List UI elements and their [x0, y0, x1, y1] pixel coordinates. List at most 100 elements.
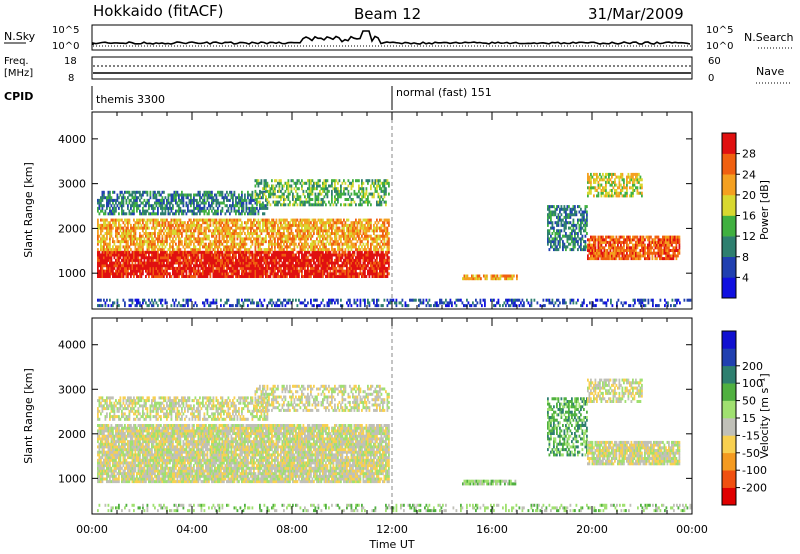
power-cell [229, 218, 231, 222]
power-cell [326, 261, 329, 265]
power-cell [367, 240, 369, 244]
power-cell [97, 201, 99, 205]
power-cell [256, 264, 258, 268]
power-cell [197, 250, 200, 254]
power-cell [352, 264, 354, 268]
power-cell [154, 218, 156, 222]
power-cell [148, 256, 150, 260]
power-cell [224, 272, 227, 276]
power-cell [235, 226, 237, 230]
power-cell [119, 234, 122, 238]
power-cell [239, 248, 242, 252]
power-cell [298, 264, 300, 268]
power-cell [374, 253, 377, 257]
power-cell [353, 272, 356, 276]
power-cell [112, 218, 114, 222]
power-cell [170, 253, 173, 257]
power-cell [169, 212, 171, 216]
power-cell [205, 266, 207, 270]
power-cell [307, 192, 309, 196]
power-cell [131, 209, 134, 213]
power-cell [272, 275, 275, 278]
power-cell [196, 237, 198, 241]
power-cell [347, 272, 350, 276]
power-cell [594, 246, 597, 250]
power-cell [365, 264, 368, 268]
power-cell [251, 275, 254, 278]
power-cell [239, 232, 242, 235]
power-cell [194, 250, 197, 254]
power-cell [173, 234, 176, 238]
power-cell [133, 272, 135, 276]
power-cell [308, 258, 311, 262]
power-cell [331, 195, 333, 199]
power-cell [277, 195, 279, 199]
power-cell [176, 261, 179, 265]
power-cell [248, 226, 251, 230]
power-cell [350, 240, 353, 244]
power-cell [371, 179, 374, 183]
power-cell [367, 237, 369, 241]
power-cell [341, 266, 344, 270]
power-cell [106, 201, 108, 205]
power-cell [286, 237, 288, 241]
power-cell [355, 245, 357, 249]
power-cell [214, 256, 216, 260]
power-cell [212, 266, 215, 270]
power-cell [103, 275, 105, 278]
power-cell [97, 221, 99, 225]
power-cell [379, 184, 381, 188]
power-cell [233, 209, 236, 213]
power-cell [263, 258, 266, 262]
power-cell [365, 266, 368, 270]
power-cell [353, 275, 356, 278]
power-cell [274, 229, 276, 233]
power-cell [182, 266, 185, 270]
power-cell [154, 229, 156, 233]
power-cell [248, 250, 251, 254]
power-cell [332, 232, 335, 235]
power-cell [200, 196, 203, 200]
power-cell [341, 248, 344, 252]
power-cell [331, 256, 333, 260]
power-cell [364, 253, 366, 257]
power-cell [296, 226, 299, 230]
power-cell [152, 250, 155, 254]
power-cell [320, 240, 323, 244]
power-cell [370, 256, 372, 260]
power-cell [109, 245, 111, 249]
power-cell [355, 264, 357, 268]
power-cell [361, 266, 363, 270]
power-cell [149, 232, 152, 235]
power-cell [176, 275, 179, 278]
power-cell [106, 204, 108, 208]
power-cell [284, 250, 287, 254]
power-cell [317, 181, 320, 185]
power-cell [356, 250, 359, 254]
power-cell [295, 184, 297, 188]
power-cell [313, 256, 315, 260]
power-cell [179, 264, 182, 268]
power-cell [149, 193, 152, 197]
power-cell [158, 272, 161, 276]
power-cell [217, 221, 219, 225]
power-cell [323, 187, 326, 191]
power-cell [191, 226, 194, 230]
power-cell [382, 229, 384, 233]
power-cell [373, 237, 375, 241]
power-cell [107, 201, 110, 205]
power-cell [208, 193, 210, 197]
power-cell [127, 266, 129, 270]
power-cell [161, 240, 164, 244]
power-cell [163, 198, 165, 202]
power-cell [380, 269, 383, 273]
power-cell [370, 245, 372, 249]
power-cell [121, 232, 123, 235]
power-cell [103, 218, 105, 222]
power-cell [121, 218, 123, 222]
power-cell [215, 204, 218, 208]
power-cell [556, 237, 558, 241]
power-cell [310, 189, 312, 193]
power-cell [203, 196, 206, 200]
power-cell [127, 269, 129, 273]
